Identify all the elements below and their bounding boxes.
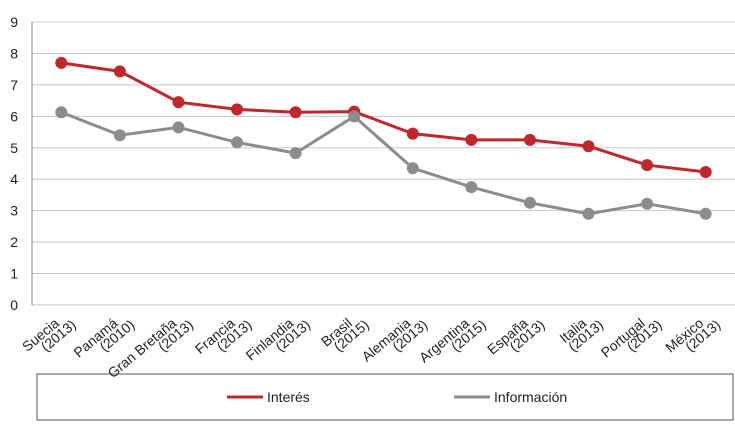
data-point bbox=[55, 56, 68, 69]
data-point bbox=[172, 121, 185, 134]
x-tick-label: España(2013) bbox=[484, 307, 548, 367]
x-tick-label: Francia(2013) bbox=[192, 307, 255, 366]
series-line bbox=[61, 61, 706, 174]
data-point bbox=[289, 147, 302, 160]
legend-box bbox=[36, 373, 734, 421]
data-point bbox=[641, 197, 654, 210]
y-tick-label: 8 bbox=[10, 45, 18, 61]
data-point bbox=[348, 110, 361, 123]
y-tick-label: 0 bbox=[10, 297, 18, 313]
y-tick-label: 2 bbox=[10, 234, 18, 250]
x-tick-label: Alemania(2013) bbox=[359, 307, 431, 374]
data-point bbox=[582, 207, 595, 220]
y-tick-label: 9 bbox=[10, 14, 18, 30]
data-point bbox=[641, 159, 654, 172]
y-tick-label: 7 bbox=[10, 77, 18, 93]
data-point bbox=[699, 165, 712, 178]
data-point bbox=[231, 103, 244, 116]
x-tick-label: Finlandia(2013) bbox=[243, 307, 314, 373]
y-tick-label: 3 bbox=[10, 203, 18, 219]
data-point bbox=[55, 106, 68, 119]
data-point bbox=[113, 129, 126, 142]
data-point bbox=[523, 196, 536, 209]
data-point bbox=[231, 136, 244, 149]
x-tick-label: Argentina(2015) bbox=[416, 307, 489, 375]
y-tick-label: 6 bbox=[10, 108, 18, 124]
x-tick-label: Portugal(2013) bbox=[598, 307, 665, 370]
x-tick-label: Gran Bretaña(2013) bbox=[105, 307, 197, 390]
data-point bbox=[523, 133, 536, 146]
legend-label: Interés bbox=[267, 389, 310, 405]
y-tick-label: 1 bbox=[10, 266, 18, 282]
x-tick-label: México(2013) bbox=[662, 307, 723, 365]
data-point bbox=[465, 181, 478, 194]
data-point bbox=[172, 96, 185, 109]
y-tick-label: 4 bbox=[10, 171, 18, 187]
x-tick-label: Suecia(2013) bbox=[19, 307, 79, 364]
data-point bbox=[113, 65, 126, 78]
data-point bbox=[406, 162, 419, 175]
series-line bbox=[60, 110, 706, 216]
data-point bbox=[289, 106, 302, 119]
data-point bbox=[699, 207, 712, 220]
data-point bbox=[465, 133, 478, 146]
data-point bbox=[406, 127, 419, 140]
legend-label: Información bbox=[494, 389, 567, 405]
y-tick-label: 5 bbox=[10, 140, 18, 156]
data-point bbox=[582, 140, 595, 153]
